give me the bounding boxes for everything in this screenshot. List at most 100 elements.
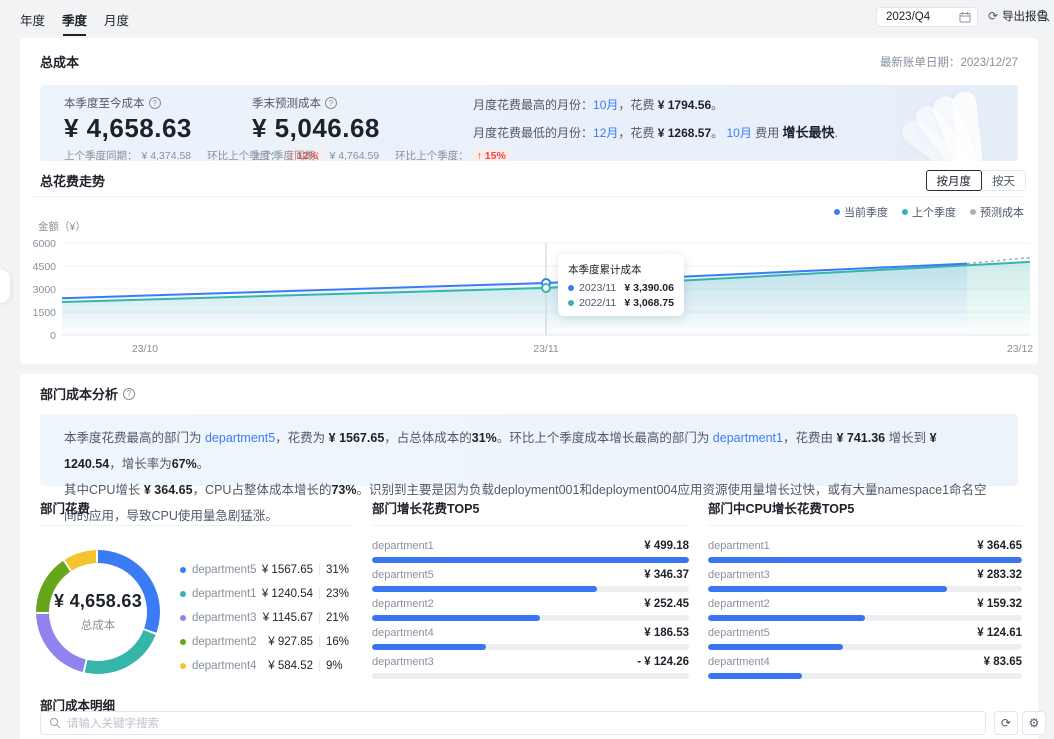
date-picker-value: 2023/Q4 <box>886 11 931 23</box>
bar-row: department3 ¥ 283.32 <box>708 569 1022 592</box>
legend-row[interactable]: department4 ¥ 584.52 | 9% <box>180 654 352 678</box>
section-title-total-cost: 总成本 <box>40 55 80 70</box>
svg-text:23/10: 23/10 <box>132 343 158 355</box>
bar-row: department2 ¥ 252.45 <box>372 598 689 621</box>
department-analysis-card: 部门成本分析 ? 本季度花费最高的部门为 department5，花费为 ¥ 1… <box>20 374 1046 739</box>
legend-dot <box>180 591 186 597</box>
quarter-date-picker[interactable]: 2023/Q4 <box>876 7 978 27</box>
tooltip-title: 本季度累计成本 <box>568 264 642 276</box>
svg-text:1500: 1500 <box>33 307 57 319</box>
refresh-button[interactable]: ⟳ <box>994 711 1018 735</box>
svg-text:6000: 6000 <box>33 238 57 250</box>
analysis-summary: 本季度花费最高的部门为 department5，花费为 ¥ 1567.65，占总… <box>40 414 1018 523</box>
divider <box>32 196 1026 197</box>
panel-title: 部门增长花费TOP5 <box>372 502 480 516</box>
bar-track <box>708 557 1022 563</box>
svg-text:23/12: 23/12 <box>1007 343 1033 355</box>
bar-row: department4 ¥ 186.53 <box>372 627 689 650</box>
stat-value: ¥ 5,046.68 <box>252 113 380 143</box>
bar-fill <box>708 557 1022 563</box>
panel-title: 部门花费 <box>40 502 91 516</box>
donut-total-label: 总成本 <box>80 620 116 632</box>
bar-row: department4 ¥ 83.65 <box>708 656 1022 679</box>
divider <box>372 525 689 526</box>
department-donut-chart[interactable]: ¥ 4,658.63 总成本 <box>36 550 160 674</box>
tab-quarterly[interactable]: 季度 <box>62 10 87 36</box>
bar-fill <box>708 615 865 621</box>
prev-period-label: 上个季度同期： <box>64 150 138 161</box>
bar-fill <box>372 586 598 592</box>
department-spend-panel: 部门花费 ¥ 4,658.63 总成本 department5 ¥ 1567.6… <box>36 498 352 674</box>
gear-icon: ⚙ <box>1028 716 1040 730</box>
prev-period-value: ¥ 4,374.58 <box>141 149 192 162</box>
bar-fill <box>708 673 803 679</box>
series-dot <box>568 285 574 291</box>
stat-label: 季末预测成本 <box>252 98 321 110</box>
legend-row[interactable]: department2 ¥ 927.85 | 16% <box>180 630 352 654</box>
help-icon[interactable]: ? <box>148 97 161 109</box>
total-cost-card: 总成本 最新账单日期：2023/12/27 本季度至今成本 ? ¥ 4,658.… <box>20 38 1038 364</box>
legend-row[interactable]: department5 ¥ 1567.65 | 31% <box>180 558 352 582</box>
bar-row: department3- ¥ 124.26 <box>372 656 689 679</box>
legend-forecast[interactable]: 预测成本 <box>970 204 1024 220</box>
help-icon[interactable]: ? <box>325 97 337 109</box>
stat-quarter-forecast: 季末预测成本 ? ¥ 5,046.68 上个季度同期： ¥ 4,764.59 环… <box>252 95 510 161</box>
legend-dot <box>834 209 840 215</box>
keyword-search-input[interactable]: 请输入关键字搜索 <box>40 711 986 735</box>
department-link[interactable]: department1 <box>712 431 783 445</box>
stat-quarter-to-date: 本季度至今成本 ? ¥ 4,658.63 上个季度同期： ¥ 4,374.58 … <box>64 95 322 161</box>
legend-dot <box>180 639 186 645</box>
legend-dot <box>902 209 908 215</box>
bar-track <box>372 615 689 621</box>
legend-previous-quarter[interactable]: 上个季度 <box>902 204 956 220</box>
search-icon <box>49 717 61 729</box>
monthly-insight-text: 月度花费最高的月份：10月，花费 ¥ 1794.56。 月度花费最低的月份：12… <box>473 92 838 147</box>
divider <box>40 525 352 526</box>
stat-label: 本季度至今成本 <box>64 98 145 110</box>
department-link[interactable]: department5 <box>204 431 276 445</box>
refresh-icon: ⟳ <box>1000 716 1012 730</box>
export-report-button[interactable]: ⟳ 导出报告 <box>988 8 1048 24</box>
donut-total-value: ¥ 4,658.63 <box>53 591 143 611</box>
panel-collapse-handle[interactable] <box>0 268 11 304</box>
bar-track <box>708 615 1022 621</box>
bar-track <box>708 644 1022 650</box>
toggle-by-month[interactable]: 按月度 <box>925 170 982 191</box>
svg-text:0: 0 <box>50 330 56 342</box>
tooltip-row: 2022/11 ¥ 3,068.75 <box>568 297 674 309</box>
bar-track <box>372 586 689 592</box>
svg-text:4500: 4500 <box>33 261 57 273</box>
svg-text:23/11: 23/11 <box>533 343 559 355</box>
divider <box>708 525 1022 526</box>
ratio-label: 环比上个季度： <box>207 150 281 161</box>
series-forecast <box>967 256 1031 265</box>
donut-center: ¥ 4,658.63 总成本 <box>49 563 147 661</box>
legend-row[interactable]: department3 ¥ 1145.67 | 21% <box>180 606 352 630</box>
section-title-trend: 总花费走势 <box>40 174 106 189</box>
tab-monthly[interactable]: 月度 <box>104 14 130 28</box>
stat-value: ¥ 4,658.63 <box>64 113 192 143</box>
table-settings-button[interactable]: ⚙ <box>1022 711 1046 735</box>
help-icon[interactable]: ? <box>123 387 136 400</box>
ratio-up-badge: ↑ 15% <box>472 148 510 161</box>
bar-fill <box>708 586 947 592</box>
legend-row[interactable]: department1 ¥ 1240.54 | 23% <box>180 582 352 606</box>
bar-track <box>372 673 689 679</box>
legend-dot <box>180 663 186 669</box>
tab-yearly[interactable]: 年度 <box>20 14 46 28</box>
section-title-detail: 部门成本明细 <box>40 699 116 713</box>
legend-dot <box>180 567 186 573</box>
trend-line-chart[interactable]: 金额（¥） 6000 4500 3000 1500 0 <box>22 216 1036 358</box>
search-placeholder: 请输入关键字搜索 <box>67 718 159 730</box>
latest-bill-date: 最新账单日期：2023/12/27 <box>879 56 1018 69</box>
svg-text:金额（¥）: 金额（¥） <box>38 220 86 233</box>
search-icon[interactable] <box>1037 9 1050 22</box>
calendar-icon <box>959 12 971 23</box>
svg-text:3000: 3000 <box>33 284 57 296</box>
decor-fan <box>864 85 985 161</box>
prev-period-value: ¥ 4,764.59 <box>329 149 380 162</box>
legend-current-quarter[interactable]: 当前季度 <box>834 204 888 220</box>
toggle-by-day[interactable]: 按天 <box>981 170 1026 191</box>
bar-fill <box>372 615 540 621</box>
